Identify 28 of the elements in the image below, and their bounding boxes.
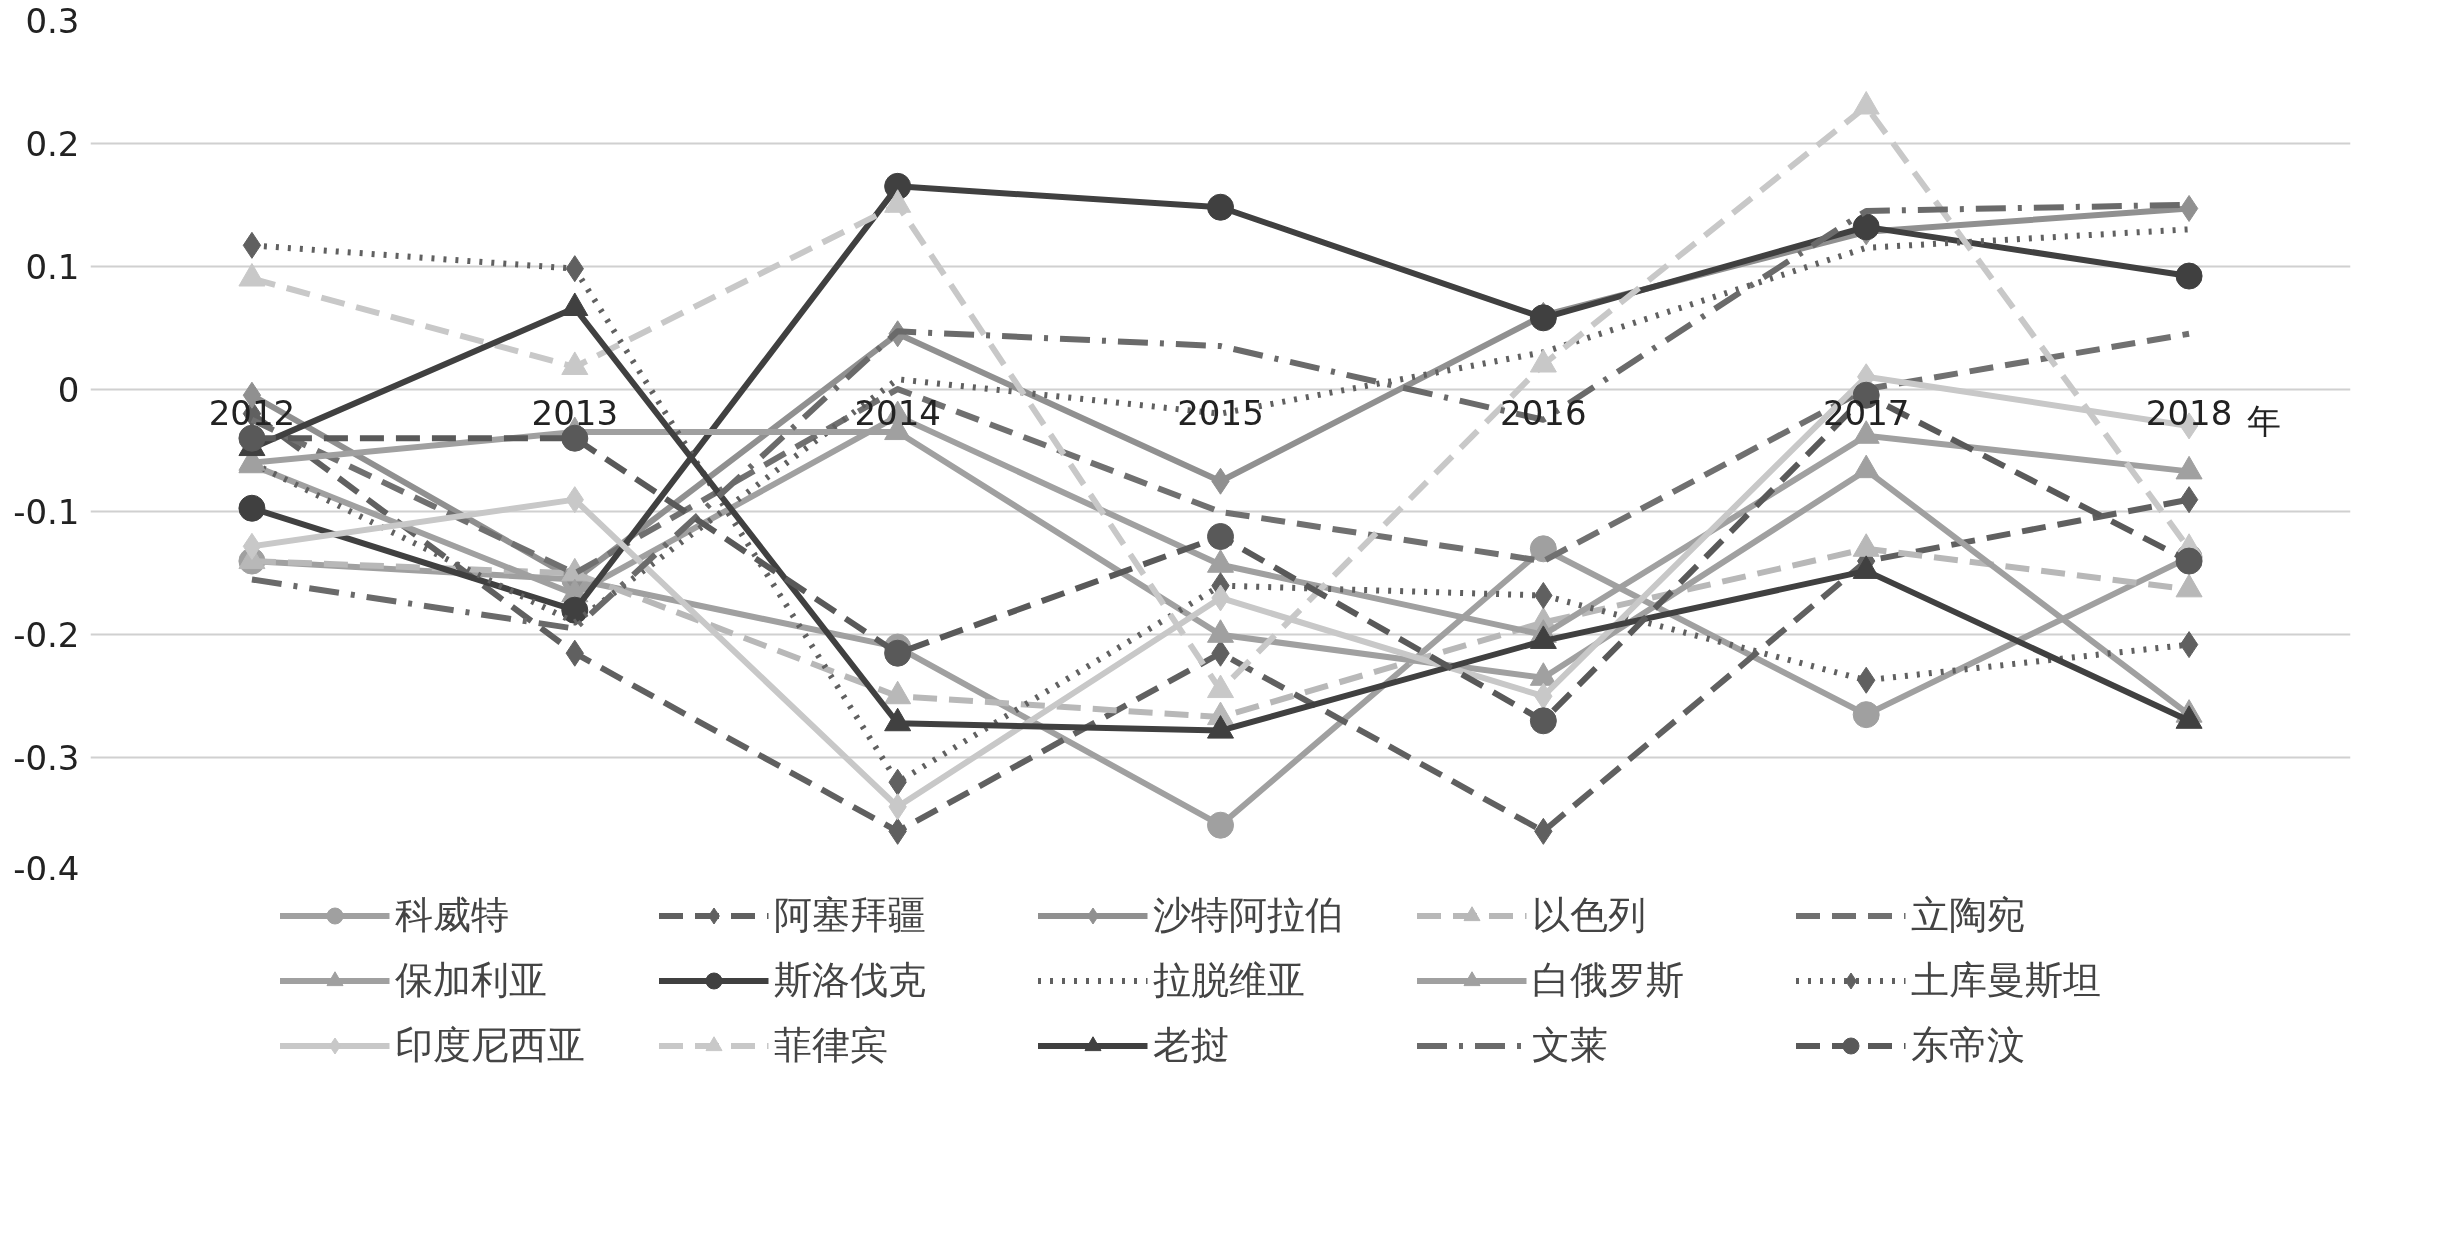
y-tick-label: -0.3 (13, 738, 80, 779)
x-tick-label: 2015 (1177, 393, 1264, 434)
legend-label: 阿塞拜疆 (773, 891, 927, 939)
y-tick-label: -0.2 (13, 615, 80, 656)
legend-label: 老挝 (1152, 1021, 1230, 1069)
legend-label: 拉脱维亚 (1152, 956, 1306, 1004)
x-tick-label: 2013 (531, 393, 619, 434)
y-tick-label: 0.3 (25, 1, 80, 41)
legend-label: 以色列 (1531, 891, 1647, 939)
legend-label: 立陶宛 (1910, 891, 2026, 939)
x-axis-title: 年 (2247, 401, 2282, 442)
y-tick-label: 0 (57, 369, 80, 410)
x-tick-label: 2014 (854, 393, 941, 434)
legend-label: 保加利亚 (394, 956, 548, 1004)
y-tick-label: -0.1 (13, 492, 80, 533)
legend-label: 东帝汶 (1910, 1021, 2026, 1069)
legend-label: 印度尼西亚 (394, 1021, 586, 1069)
legend-label: 土库曼斯坦 (1910, 956, 2102, 1004)
legend-label: 白俄罗斯 (1531, 956, 1685, 1004)
x-tick-label: 2016 (1500, 393, 1587, 434)
y-tick-label: 0.2 (25, 123, 80, 164)
x-tick-label: 2018 (2145, 393, 2233, 434)
y-tick-label: 0.1 (25, 246, 80, 287)
legend-label: 文莱 (1531, 1021, 1609, 1069)
legend-label: 菲律宾 (773, 1021, 889, 1069)
legend-label: 科威特 (394, 891, 510, 939)
legend-label: 沙特阿拉伯 (1152, 891, 1344, 939)
legend-label: 斯洛伐克 (773, 956, 927, 1004)
